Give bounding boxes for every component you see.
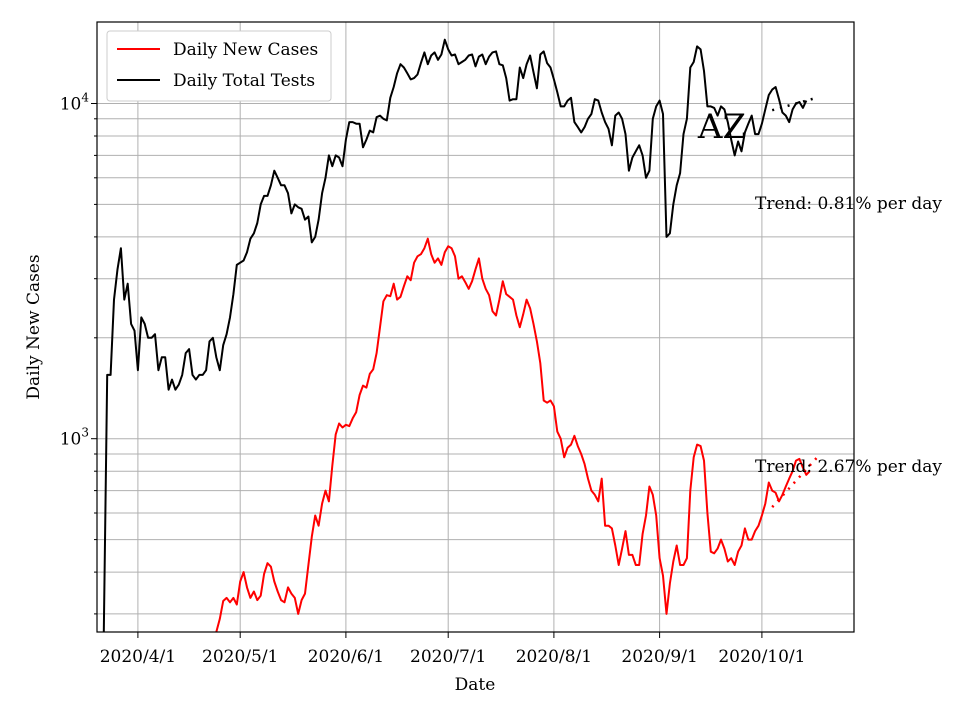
series-layer [102, 38, 818, 633]
ticks: 2020/4/1 2020/5/1 2020/6/1 2020/7/1 2020/8/1… [60, 91, 806, 668]
series-line-daily-total-tests [102, 38, 808, 633]
x-tick-label: 2020/8/1 [516, 647, 592, 667]
cases-trend-annotation: Trend: 2.67% per day [755, 457, 942, 477]
plot-frame [96, 21, 855, 633]
y-tick-label: 103 [60, 426, 89, 450]
y-tick-label: 104 [60, 91, 90, 115]
y-axis-label: Daily New Cases [24, 254, 44, 399]
x-tick-label: 2020/9/1 [621, 647, 697, 667]
legend-label-daily-new-cases: Daily New Cases [173, 40, 318, 60]
x-axis-label: Date [455, 675, 496, 695]
series-line-daily-new-cases [215, 237, 811, 633]
x-tick-label: 2020/10/1 [718, 647, 805, 667]
tests-trend-annotation: Trend: 0.81% per day [755, 194, 942, 214]
x-tick-label: 2020/7/1 [410, 647, 486, 667]
legend: Daily New Cases Daily Total Tests [106, 30, 332, 102]
legend-box [106, 30, 332, 102]
x-tick-label: 2020/4/1 [100, 647, 176, 667]
grid [97, 22, 854, 632]
trend-line-daily-new-cases [771, 457, 818, 508]
x-tick-label: 2020/5/1 [202, 647, 278, 667]
legend-label-daily-total-tests: Daily Total Tests [173, 71, 315, 91]
x-tick-label: 2020/6/1 [308, 647, 384, 667]
state-label: AZ [697, 107, 746, 147]
